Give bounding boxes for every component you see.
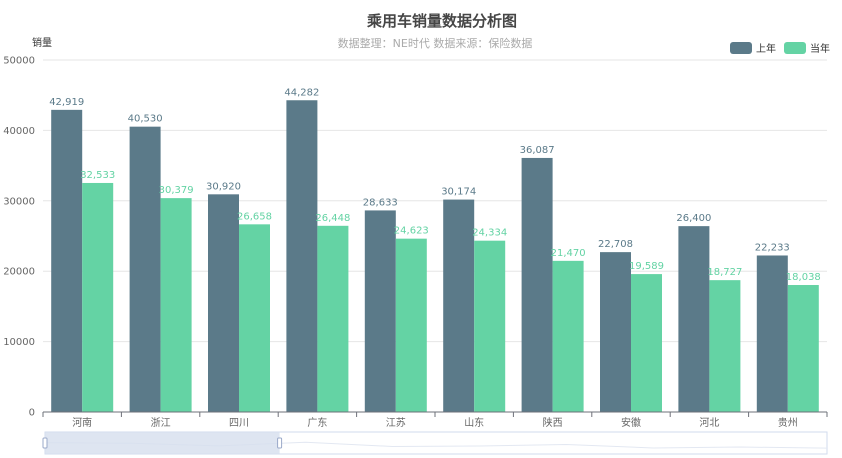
bar-prev-year[interactable]	[678, 226, 710, 412]
legend-label[interactable]: 当年	[810, 42, 830, 55]
data-label: 18,727	[707, 267, 742, 278]
data-label: 30,174	[441, 187, 476, 198]
legend-label[interactable]: 上年	[756, 42, 776, 55]
y-tick-label: 50000	[3, 56, 35, 67]
bar-curr-year[interactable]	[631, 274, 662, 412]
legend-swatch[interactable]	[730, 42, 752, 54]
zoom-selection[interactable]	[45, 432, 280, 454]
data-label: 24,334	[472, 228, 507, 239]
bar-curr-year[interactable]	[82, 182, 114, 412]
data-label: 26,658	[237, 211, 272, 222]
bar-curr-year[interactable]	[787, 285, 819, 412]
x-tick-label: 广东	[307, 416, 327, 429]
data-label: 30,379	[159, 185, 194, 196]
chart-title: 乘用车销量数据分析图	[366, 12, 517, 30]
x-tick-label: 江苏	[386, 416, 406, 429]
axes: 0 10000 20000 30000 40000 50000 河南 浙江 四川 广东 江苏 山东 陕西…	[3, 56, 828, 429]
zoom-handle-end[interactable]	[277, 437, 283, 449]
data-label: 32,533	[80, 170, 115, 181]
data-label: 19,589	[629, 261, 664, 272]
bar-curr-year[interactable]	[474, 240, 506, 412]
x-tick-label: 浙江	[151, 417, 171, 429]
data-label: 44,282	[284, 87, 319, 98]
bar-curr-year[interactable]	[709, 280, 741, 412]
x-tick-label: 河北	[699, 417, 719, 429]
bar-prev-year[interactable]	[756, 255, 788, 412]
data-label: 42,919	[49, 97, 84, 108]
bar-curr-year[interactable]	[239, 224, 270, 412]
bar-prev-year[interactable]	[600, 252, 631, 412]
x-tick-label: 山东	[464, 416, 484, 429]
x-tick-label: 贵州	[778, 416, 798, 429]
bar-prev-year[interactable]	[286, 100, 318, 412]
y-tick-label: 10000	[3, 337, 35, 348]
data-label: 22,708	[598, 239, 633, 250]
legend-swatch[interactable]	[784, 42, 806, 54]
bar-curr-year[interactable]	[160, 198, 192, 412]
data-label: 28,633	[363, 197, 398, 208]
y-axis-title: 销量	[32, 36, 52, 49]
y-tick-label: 40000	[3, 126, 35, 137]
bar-prev-year[interactable]	[364, 210, 396, 412]
bar-curr-year[interactable]	[552, 260, 584, 412]
x-tick-label: 四川	[229, 418, 249, 429]
data-label: 40,530	[128, 114, 163, 125]
y-tick-label: 0	[29, 408, 35, 419]
data-label: 26,400	[676, 213, 711, 224]
bar-prev-year[interactable]	[51, 109, 83, 412]
bar-prev-year[interactable]	[208, 194, 239, 412]
zoom-handle-start[interactable]	[42, 437, 48, 449]
data-label: 22,233	[755, 242, 790, 253]
legend[interactable]: 上年 当年	[730, 42, 830, 55]
data-label: 24,623	[394, 226, 429, 237]
data-label: 26,448	[315, 213, 350, 224]
bar-prev-year[interactable]	[443, 199, 475, 412]
x-tick-label: 安徽	[621, 416, 641, 429]
data-label: 36,087	[520, 145, 555, 156]
bars	[51, 100, 819, 413]
data-label: 30,920	[206, 181, 241, 192]
data-label: 18,038	[786, 272, 821, 283]
bar-prev-year[interactable]	[129, 126, 161, 413]
x-tick-label: 河南	[72, 416, 92, 429]
chart-subtitle: 数据整理：NE时代 数据来源：保险数据	[338, 36, 533, 50]
y-tick-label: 20000	[3, 267, 35, 278]
bar-curr-year[interactable]	[395, 238, 427, 412]
bar-prev-year[interactable]	[521, 157, 553, 412]
data-zoom-slider[interactable]	[42, 431, 828, 455]
data-labels: 42,919 32,533 40,530 30,379 30,920 26,658 44,2…	[49, 87, 821, 283]
y-tick-label: 30000	[3, 196, 35, 207]
x-tick-label: 陕西	[543, 416, 563, 429]
data-label: 21,470	[551, 248, 586, 259]
bar-curr-year[interactable]	[317, 225, 349, 412]
